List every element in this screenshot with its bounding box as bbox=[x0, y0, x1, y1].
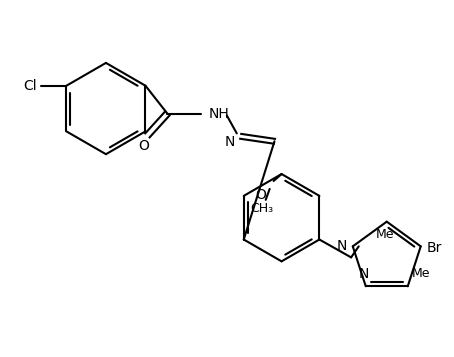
Text: O: O bbox=[255, 188, 266, 202]
Text: CH₃: CH₃ bbox=[250, 202, 273, 215]
Text: O: O bbox=[138, 139, 149, 153]
Text: N: N bbox=[336, 239, 347, 253]
Text: N: N bbox=[359, 267, 369, 281]
Text: NH: NH bbox=[209, 106, 230, 121]
Text: Me: Me bbox=[412, 267, 430, 280]
Text: Cl: Cl bbox=[23, 79, 37, 93]
Text: Me: Me bbox=[375, 228, 394, 241]
Text: N: N bbox=[224, 135, 235, 149]
Text: Br: Br bbox=[427, 241, 442, 255]
